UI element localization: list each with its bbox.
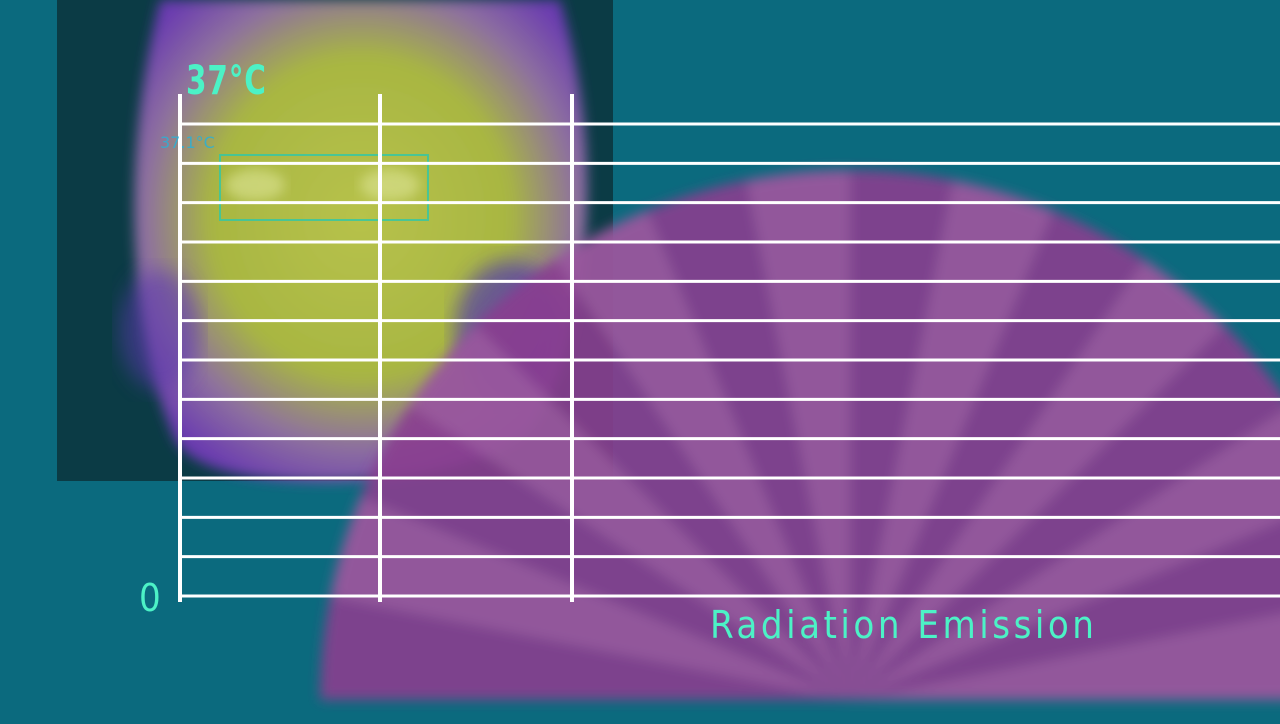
cheek-cool-spot	[120, 270, 200, 390]
emission-fan-ray	[746, 170, 850, 700]
emission-fan-ray	[409, 325, 850, 700]
emission-fan-ray	[850, 614, 1280, 700]
radiation-emission-title: Radiation Emission	[710, 603, 1098, 647]
zero-label: 0	[139, 576, 161, 620]
top-temperature-label: 37°C	[186, 58, 267, 104]
eye-hot-spot	[360, 169, 420, 201]
emission-fan-ray	[850, 259, 1225, 700]
emission-fan-ray	[555, 210, 850, 700]
diagram-grid	[178, 94, 1280, 602]
thermal-measurement-box	[219, 154, 429, 221]
thermal-reading-label: 37.1°C	[160, 133, 215, 152]
eye-hot-spot	[225, 169, 285, 201]
radiation-emission-fan	[320, 170, 1280, 700]
emission-fan-ray	[330, 497, 850, 700]
